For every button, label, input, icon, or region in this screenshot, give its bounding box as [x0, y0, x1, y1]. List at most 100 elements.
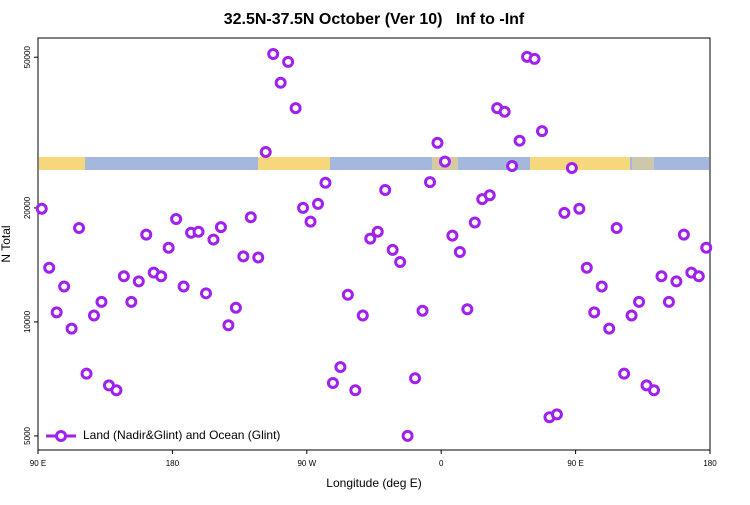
point: [207, 233, 220, 246]
plot-frame: [37, 37, 711, 451]
point: [506, 160, 519, 173]
point: [349, 384, 362, 397]
point: [550, 408, 563, 421]
point: [50, 306, 63, 319]
point: [222, 319, 235, 332]
map-strip: [39, 157, 709, 170]
point: [416, 304, 429, 317]
point: [326, 376, 339, 389]
x-tick-label: 90 E: [30, 459, 46, 468]
point: [461, 303, 474, 316]
point: [670, 275, 683, 288]
point: [573, 202, 586, 215]
land-band: [530, 157, 630, 170]
point: [289, 102, 302, 115]
point: [244, 211, 257, 224]
point: [468, 216, 481, 229]
point: [259, 146, 272, 159]
point: [267, 47, 280, 60]
y-tick-label: 20000: [23, 196, 32, 219]
point: [401, 429, 414, 442]
legend-marker: [55, 430, 67, 442]
chart-title: 32.5N-37.5N October (Ver 10) Inf to -Inf: [224, 11, 525, 28]
x-axis-label: Longitude (deg E): [326, 476, 421, 490]
y-tick-label: 5000: [23, 426, 32, 444]
land-band: [39, 157, 85, 170]
point: [379, 184, 392, 197]
point: [498, 105, 511, 118]
point: [155, 270, 168, 283]
point: [43, 261, 56, 274]
point: [438, 155, 451, 168]
y-tick-label: 10000: [23, 310, 32, 333]
point: [200, 287, 212, 300]
point: [700, 241, 713, 254]
point: [558, 206, 571, 219]
x-tick-label: 0: [439, 459, 444, 468]
point: [304, 215, 317, 228]
point: [297, 201, 310, 214]
point: [565, 161, 578, 174]
point: [603, 322, 616, 335]
point: [513, 134, 526, 147]
point: [110, 384, 123, 397]
point: [341, 288, 354, 301]
point: [132, 275, 145, 288]
point: [595, 280, 608, 293]
point: [453, 245, 466, 258]
point: [214, 221, 227, 234]
point: [536, 125, 548, 138]
y-axis-label: N Total: [0, 225, 13, 262]
point: [312, 197, 324, 210]
x-tick-label: 90 E: [567, 459, 583, 468]
point: [356, 309, 369, 322]
x-tick-label: 180: [166, 459, 180, 468]
point: [65, 322, 78, 335]
x-tick-label: 90 W: [297, 459, 316, 468]
point: [237, 250, 250, 263]
point: [588, 306, 601, 319]
point: [677, 228, 690, 241]
point: [394, 255, 407, 268]
point: [177, 280, 190, 293]
x-tick-label: 180: [703, 459, 717, 468]
point: [252, 251, 265, 264]
point: [364, 232, 377, 245]
point: [88, 309, 100, 322]
point: [117, 270, 130, 283]
point: [162, 241, 175, 254]
point: [633, 295, 646, 308]
point: [140, 228, 153, 241]
point: [648, 384, 660, 397]
point: [483, 189, 496, 202]
point: [73, 222, 86, 235]
point: [625, 309, 638, 322]
point: [409, 372, 422, 385]
point: [35, 202, 48, 215]
point: [618, 367, 631, 380]
point: [125, 295, 138, 308]
point: [446, 229, 459, 242]
y-tick-label: 50000: [23, 46, 32, 69]
point: [334, 361, 347, 374]
point: [192, 225, 205, 238]
point: [80, 367, 93, 380]
legend-label: Land (Nadir&Glint) and Ocean (Glint): [83, 428, 280, 442]
point: [170, 212, 183, 225]
point: [692, 270, 705, 283]
point: [610, 222, 623, 235]
point: [662, 295, 675, 308]
land-band: [258, 157, 330, 170]
point: [386, 243, 399, 256]
point: [371, 225, 384, 238]
point: [274, 76, 287, 89]
point: [655, 270, 668, 283]
point: [580, 261, 593, 274]
point: [95, 295, 108, 308]
point: [431, 136, 444, 149]
point: [58, 280, 71, 293]
point: [282, 55, 295, 68]
point: [424, 176, 436, 189]
